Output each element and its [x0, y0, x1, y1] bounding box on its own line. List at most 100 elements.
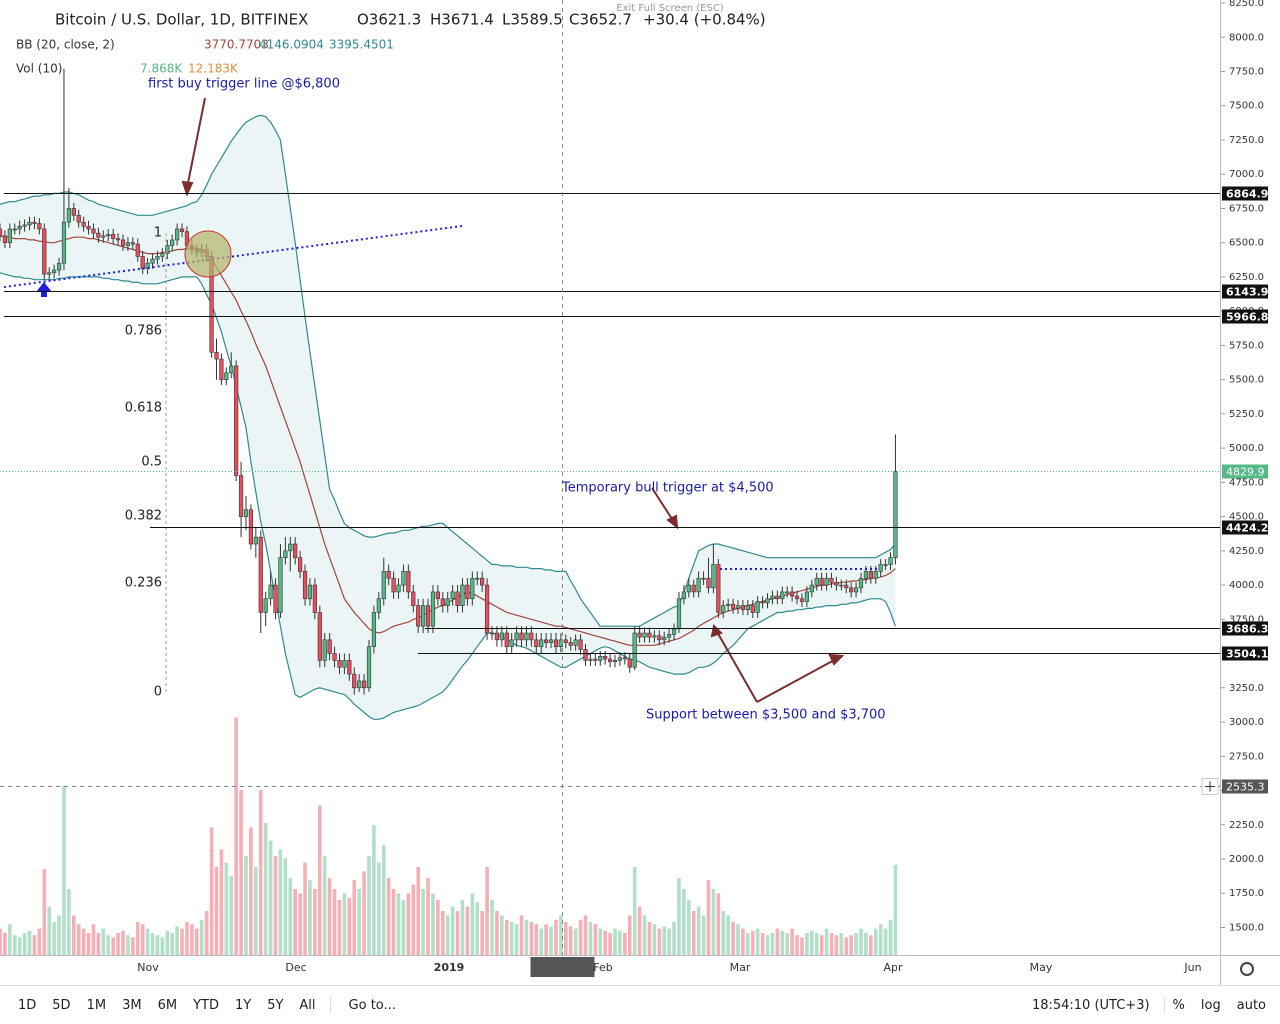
candle-body: [229, 365, 234, 374]
candle-body: [86, 225, 91, 230]
volume-bar: [357, 889, 361, 955]
volume-bar: [263, 823, 268, 955]
range-button[interactable]: 1Y: [234, 997, 252, 1013]
volume-bar: [677, 878, 681, 955]
volume-bar: [37, 928, 42, 955]
volume-bar: [214, 867, 219, 955]
range-button[interactable]: All: [299, 997, 316, 1013]
candle-body: [868, 571, 873, 579]
chart: 1 0.786 0.618 0.5 0.382 0.236 0 first buy trigg…: [0, 0, 1280, 985]
volume-bar: [72, 915, 76, 955]
candle-body: [578, 639, 583, 650]
candle-body: [829, 577, 834, 583]
volume-bar: [504, 919, 509, 955]
volume-bar: [780, 930, 785, 955]
volume-bar: [726, 915, 730, 955]
fib-label: 0.618: [125, 400, 162, 415]
range-button[interactable]: 1D: [18, 997, 37, 1013]
volume-bar: [465, 906, 470, 955]
scale-option[interactable]: log: [1200, 997, 1221, 1013]
volume-bar: [839, 933, 844, 955]
volume-bar: [0, 928, 2, 955]
candle-body: [878, 564, 883, 572]
drawings: [3, 97, 880, 703]
volume-bar: [583, 915, 588, 955]
candle-body: [81, 221, 86, 227]
volume-bar: [647, 922, 652, 955]
plot-background: [0, 0, 1220, 955]
volume-bar: [337, 900, 342, 955]
candle-body: [775, 595, 780, 600]
volume-bar: [854, 933, 858, 955]
settings-icon[interactable]: [1240, 962, 1254, 976]
range-button[interactable]: 5Y: [267, 997, 284, 1013]
candle-body: [56, 262, 62, 271]
candle-body: [627, 658, 632, 668]
candle-body: [214, 351, 219, 360]
candle-body: [376, 598, 381, 613]
x-tick-label: Mar: [730, 961, 751, 974]
y-tick-label: 1500.0: [1229, 922, 1264, 933]
bb-label: BB (20, close, 2): [16, 38, 115, 52]
candle-body: [873, 571, 878, 579]
vol-reading: 7.868K: [140, 62, 183, 76]
volume-bar: [524, 919, 529, 955]
candle-body: [711, 564, 716, 589]
candle-body: [676, 598, 682, 630]
volume-bar: [819, 935, 824, 955]
volume-bar: [539, 928, 543, 955]
volume-bar: [22, 933, 27, 955]
volume-bar: [91, 924, 96, 955]
candle-body: [27, 221, 32, 226]
candle-body: [652, 635, 657, 638]
candle-body: [12, 228, 17, 231]
candle-body: [790, 591, 795, 597]
volume-bar: [254, 867, 258, 955]
candle-body: [288, 543, 293, 552]
volume-bar: [342, 893, 347, 955]
candle-body: [352, 673, 357, 689]
candle-body: [293, 543, 298, 558]
range-button[interactable]: YTD: [193, 997, 219, 1013]
volume-bar: [145, 928, 150, 955]
y-tick-label: 7000.0: [1229, 169, 1264, 180]
volume-bar: [268, 840, 273, 955]
y-tick-label: 2000.0: [1229, 854, 1264, 865]
arrow-head: [181, 180, 194, 197]
candle-body: [361, 680, 367, 689]
volume-bar: [372, 825, 376, 955]
annotation: first buy trigger line @$6,800: [148, 77, 340, 92]
y-tick-label: 6250.0: [1229, 272, 1264, 283]
y-tick-label: 7250.0: [1229, 135, 1264, 146]
fib-label: 0.382: [125, 509, 162, 524]
volume-bar: [362, 871, 366, 955]
volume-bar: [199, 919, 204, 955]
goto-button[interactable]: Go to...: [329, 997, 404, 1013]
candle-body: [539, 639, 544, 648]
scale-option[interactable]: %: [1172, 997, 1185, 1013]
y-tick-label: 6750.0: [1229, 203, 1264, 214]
volume-bar: [603, 930, 607, 955]
volume-bar: [588, 922, 593, 955]
candle-body: [224, 372, 229, 380]
candle-body: [514, 632, 519, 641]
candle-body: [534, 639, 539, 648]
scale-option[interactable]: auto: [1236, 997, 1266, 1013]
candle-body: [671, 628, 677, 635]
volume-bar: [278, 849, 283, 955]
x-tick-label: Dec: [285, 961, 306, 974]
range-button[interactable]: 3M: [122, 997, 142, 1013]
volume-bar: [249, 827, 253, 955]
y-tick-label: 3750.0: [1229, 614, 1264, 625]
volume-bar: [495, 911, 499, 955]
candle-body: [484, 584, 490, 634]
fullscreen-hint[interactable]: Exit Full Screen (ESC): [616, 3, 724, 14]
y-tick-label: 4500.0: [1229, 512, 1264, 523]
candle-body: [96, 232, 101, 238]
candle-body: [175, 228, 180, 241]
range-button[interactable]: 6M: [157, 997, 178, 1013]
range-button[interactable]: 1M: [86, 997, 107, 1013]
volume-bar: [332, 889, 337, 955]
volume-bar: [765, 935, 770, 955]
range-button[interactable]: 5D: [52, 997, 71, 1013]
